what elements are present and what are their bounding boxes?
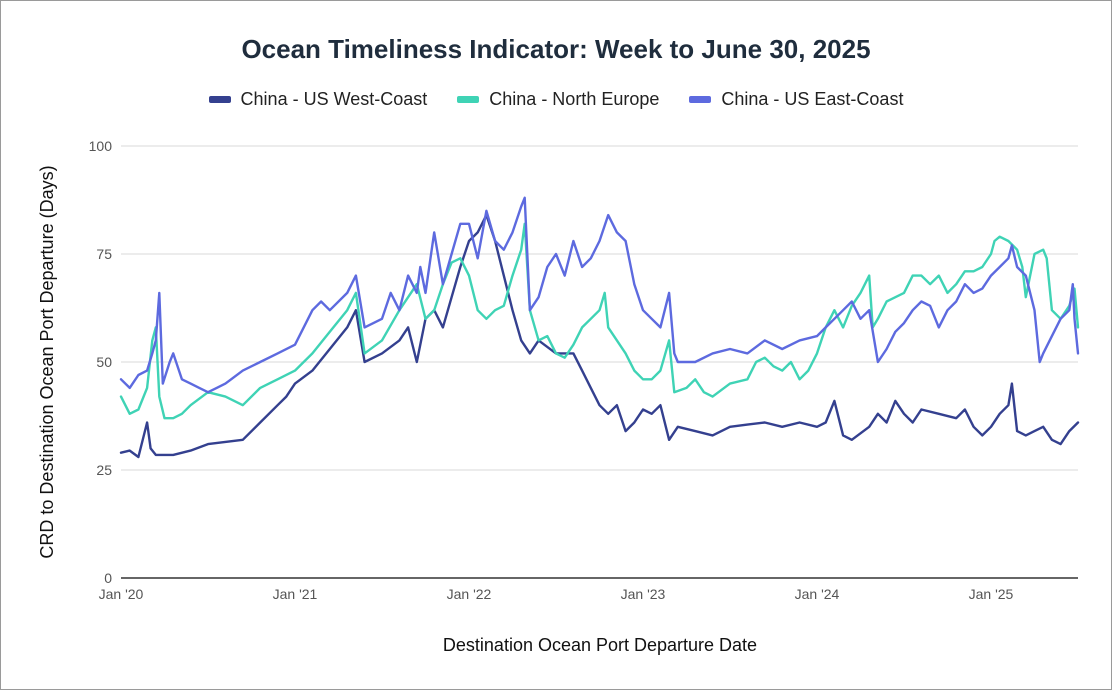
x-tick-label: Jan '22 — [447, 586, 492, 602]
series-line-2 — [119, 196, 1080, 394]
series-layer — [119, 196, 1080, 459]
axis-layer: 0 25 50 75 100 Jan '20 Jan '21 Jan '22 Jan '23 Ja… — [89, 138, 1078, 602]
legend-item-us-west-coast: China - US West-Coast — [208, 89, 428, 110]
legend-label-us-west-coast: China - US West-Coast — [240, 89, 428, 109]
legend-swatch-north-europe — [457, 96, 480, 103]
y-tick-label: 50 — [96, 354, 112, 370]
legend-label-north-europe: China - North Europe — [489, 89, 660, 109]
y-tick-label: 0 — [104, 570, 112, 586]
legend-label-us-east-coast: China - US East-Coast — [721, 89, 904, 109]
chart-legend: China - US West-Coast China - North Euro… — [0, 89, 1112, 110]
legend-swatch-us-west-coast — [208, 96, 231, 103]
legend-item-us-east-coast: China - US East-Coast — [689, 89, 903, 110]
legend-swatch-us-east-coast — [689, 96, 712, 103]
grid-layer — [121, 145, 1078, 471]
y-tick-label: 25 — [96, 462, 112, 478]
y-tick-label: 100 — [89, 138, 113, 154]
legend-item-north-europe: China - North Europe — [457, 89, 659, 110]
x-tick-label: Jan '23 — [621, 586, 666, 602]
x-tick-label: Jan '20 — [99, 586, 144, 602]
chart-title: Ocean Timeliness Indicator: Week to June… — [241, 34, 871, 64]
x-axis-label: Destination Ocean Port Departure Date — [443, 635, 757, 655]
series-line-1 — [119, 222, 1080, 420]
x-tick-label: Jan '21 — [273, 586, 318, 602]
series-line-0 — [119, 213, 1080, 459]
x-tick-label: Jan '25 — [969, 586, 1014, 602]
y-tick-label: 75 — [96, 246, 112, 262]
x-tick-label: Jan '24 — [795, 586, 840, 602]
y-axis-label: CRD to Destination Ocean Port Departure … — [37, 165, 57, 558]
